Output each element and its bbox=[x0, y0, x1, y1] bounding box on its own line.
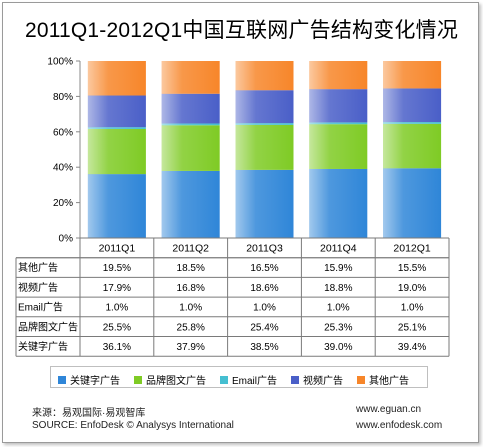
legend-item: 视频广告 bbox=[291, 372, 343, 387]
bar-highlight bbox=[235, 90, 294, 124]
url-eguan: www.eguan.cn bbox=[356, 404, 422, 415]
bar-highlight bbox=[383, 61, 442, 89]
bar-highlight bbox=[87, 174, 146, 238]
legend-label: 其他广告 bbox=[369, 376, 410, 387]
table-cell-value: 16.8% bbox=[177, 283, 205, 294]
bar-highlight bbox=[87, 95, 146, 128]
bar-highlight bbox=[383, 88, 442, 123]
bar-highlight bbox=[383, 123, 442, 169]
bar-highlight bbox=[87, 128, 146, 175]
table-cell-value: 1.0% bbox=[106, 303, 129, 314]
x-tick-label: 2012Q1 bbox=[393, 243, 431, 255]
y-tick-label: 20% bbox=[53, 198, 73, 209]
table-cell-value: 25.8% bbox=[177, 322, 205, 333]
table-cell-value: 39.0% bbox=[324, 342, 352, 353]
bar-highlight bbox=[235, 124, 294, 170]
y-tick-label: 0% bbox=[59, 234, 74, 245]
table-row-label: 其他广告 bbox=[18, 261, 58, 274]
legend-item: 关键字广告 bbox=[58, 372, 120, 387]
bar-highlight bbox=[309, 61, 368, 90]
table-row-label: Email广告 bbox=[18, 301, 63, 314]
legend-swatch bbox=[291, 375, 300, 384]
legend-swatch bbox=[134, 375, 142, 384]
bar-highlight bbox=[309, 124, 368, 169]
bar-highlight bbox=[87, 61, 146, 96]
table-cell-value: 19.0% bbox=[398, 283, 426, 294]
bar-highlight bbox=[235, 61, 294, 91]
bar-highlight bbox=[383, 122, 442, 124]
table-cell-value: 25.3% bbox=[324, 322, 352, 333]
table-cell-value: 19.5% bbox=[103, 263, 131, 274]
table-cell-value: 25.1% bbox=[398, 322, 426, 333]
x-tick-label: 2011Q1 bbox=[99, 243, 136, 255]
table-cell-value: 36.1% bbox=[103, 342, 131, 353]
legend-label: 品牌图文广告 bbox=[146, 376, 206, 387]
table-cell-value: 15.9% bbox=[324, 263, 352, 274]
source-cn: 来源：易观国际·易观智库 bbox=[32, 408, 146, 419]
legend-item: 其他广告 bbox=[357, 372, 409, 387]
table-cell-value: 38.5% bbox=[250, 342, 278, 353]
x-tick-label: 2011Q3 bbox=[246, 243, 283, 255]
table-row-label: 视频广告 bbox=[18, 281, 58, 294]
y-tick-label: 80% bbox=[53, 92, 73, 103]
y-tick-label: 40% bbox=[53, 163, 73, 174]
table-cell-value: 15.5% bbox=[398, 263, 426, 274]
table-row-label: 关键字广告 bbox=[18, 340, 68, 353]
bar-highlight bbox=[235, 169, 294, 238]
table-cell-value: 25.4% bbox=[250, 322, 278, 333]
legend-label: 关键字广告 bbox=[70, 376, 120, 387]
legend-swatch bbox=[357, 375, 366, 384]
y-tick-label: 60% bbox=[53, 127, 73, 138]
bar-highlight bbox=[161, 125, 220, 171]
legend-label: Email广告 bbox=[232, 376, 278, 387]
legend-box bbox=[50, 366, 428, 388]
bar-highlight bbox=[235, 123, 294, 125]
table-cell-value: 17.9% bbox=[103, 283, 131, 294]
x-tick-label: 2011Q2 bbox=[172, 243, 209, 255]
legend-swatch bbox=[220, 375, 228, 384]
table-cell-value: 25.5% bbox=[103, 322, 131, 333]
table-cell-value: 1.0% bbox=[179, 303, 202, 314]
bar-highlight bbox=[161, 61, 220, 94]
y-tick-label: 100% bbox=[47, 57, 73, 68]
bar-highlight bbox=[309, 122, 368, 125]
source-en: SOURCE: EnfoDesk © Analysys Internationa… bbox=[32, 420, 234, 431]
table-cell-value: 1.0% bbox=[253, 303, 276, 314]
table-cell-value: 18.5% bbox=[177, 263, 205, 274]
bar-highlight bbox=[87, 127, 146, 129]
bar-highlight bbox=[309, 89, 368, 123]
legend: 关键字广告 品牌图文广告 Email广告 视频广告 其他广告 bbox=[58, 372, 409, 387]
table-cell-value: 1.0% bbox=[327, 303, 350, 314]
table-cell-value: 18.6% bbox=[250, 283, 278, 294]
table-row-label: 品牌图文广告 bbox=[18, 320, 78, 333]
bar-highlight bbox=[161, 123, 220, 126]
table-cell-value: 1.0% bbox=[401, 303, 424, 314]
bar-highlight bbox=[161, 93, 220, 124]
bar-highlight bbox=[309, 168, 368, 238]
chart-title: 2011Q1-2012Q1中国互联网广告结构变化情况 bbox=[24, 19, 459, 42]
table-cell-value: 16.5% bbox=[250, 263, 278, 274]
table-cell-value: 18.8% bbox=[324, 283, 352, 294]
table-cell-value: 39.4% bbox=[398, 342, 426, 353]
table-cell-value: 37.9% bbox=[177, 342, 205, 353]
legend-item: 品牌图文广告 bbox=[134, 372, 206, 387]
legend-swatch bbox=[58, 375, 66, 384]
bar-highlight bbox=[161, 170, 220, 238]
x-tick-label: 2011Q4 bbox=[320, 243, 357, 255]
legend-item: Email广告 bbox=[220, 372, 277, 387]
url-enfodesk: www.enfodesk.com bbox=[356, 420, 443, 431]
bar-highlight bbox=[383, 168, 442, 238]
legend-label: 视频广告 bbox=[303, 376, 344, 387]
